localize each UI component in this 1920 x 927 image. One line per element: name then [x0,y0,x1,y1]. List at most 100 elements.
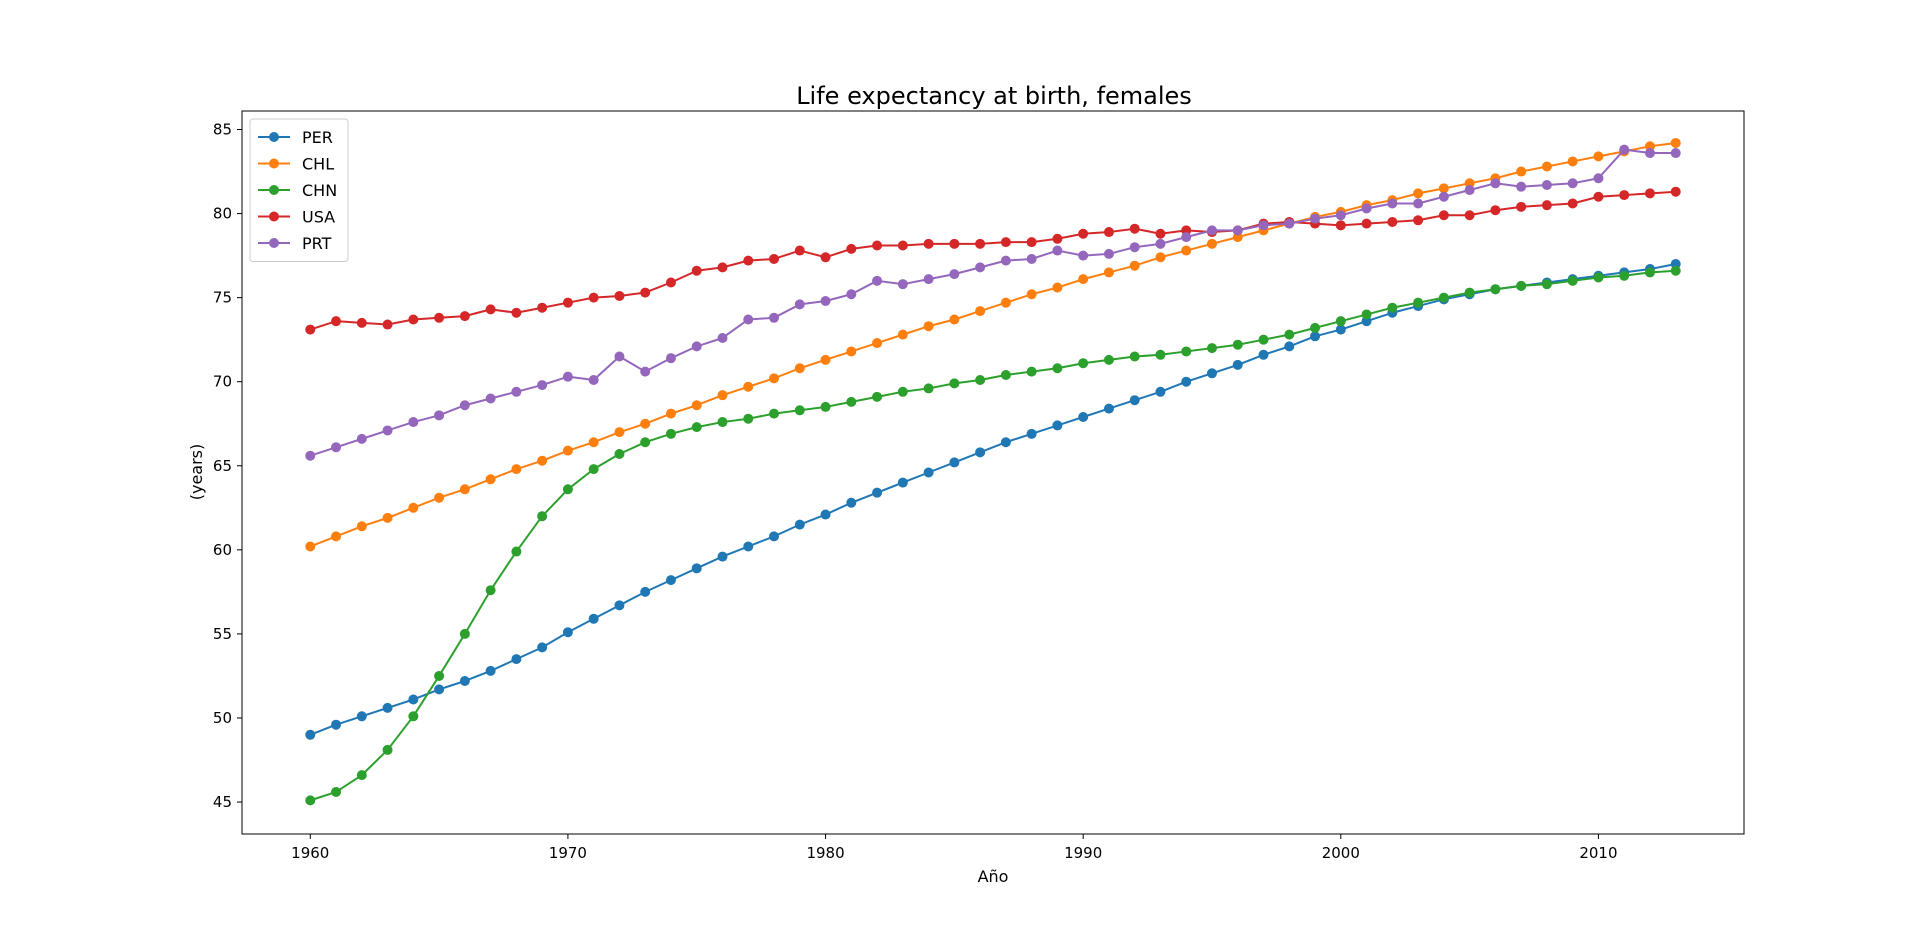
data-point [1567,156,1578,167]
series-chl [305,137,1681,552]
data-point [923,383,934,394]
data-point [923,467,934,478]
data-point [382,702,393,713]
data-point [1103,267,1114,278]
legend-swatch-marker [269,238,279,248]
data-point [1129,395,1140,406]
data-point [588,437,599,448]
data-point [1284,341,1295,352]
data-point [1000,255,1011,266]
data-point [1644,148,1655,159]
legend: PER CHL CHN USA PRT [249,118,349,262]
data-point [1490,205,1501,216]
data-point [305,541,316,552]
data-point [897,240,908,251]
data-point [408,711,419,722]
data-point [1206,225,1217,236]
data-point [1181,346,1192,357]
data-point [665,575,676,586]
data-point [1541,179,1552,190]
data-point [331,719,342,730]
data-point [1464,287,1475,298]
data-point [975,306,986,317]
data-point [382,512,393,523]
legend-label: CHL [302,155,334,174]
data-point [872,487,883,498]
data-point [459,311,470,322]
data-point [640,287,651,298]
data-point [794,363,805,374]
data-point [434,410,445,421]
data-point [434,492,445,503]
series-chn [305,265,1681,806]
data-point [588,375,599,386]
data-point [434,312,445,323]
data-point [769,312,780,323]
y-tick-label: 70 [213,373,232,391]
series-prt [305,144,1681,461]
data-point [562,371,573,382]
data-point [743,541,754,552]
data-point [820,296,831,306]
y-tick-label: 50 [213,709,232,727]
data-point [1258,220,1269,231]
data-point [665,277,676,288]
chart-title: Life expectancy at birth, females [796,82,1192,110]
data-point [1413,215,1424,226]
data-point [923,238,934,249]
data-point [743,314,754,325]
data-point [1438,210,1449,221]
data-point [717,551,728,562]
data-point [1670,265,1681,276]
data-point [305,729,316,740]
data-point [1567,178,1578,189]
data-point [511,386,522,397]
data-point [717,390,728,401]
data-point [305,450,316,461]
data-point [949,378,960,389]
data-point [1078,228,1089,239]
data-point [459,484,470,495]
y-tick-label: 80 [213,205,232,223]
data-point [1567,275,1578,286]
data-point [1103,248,1114,259]
data-point [537,380,548,391]
series-line [309,269,1676,802]
data-point [1619,144,1630,155]
data-point [356,317,367,328]
data-point [434,684,445,695]
data-point [769,253,780,264]
data-point [382,425,393,436]
data-point [846,497,857,508]
data-point [1464,210,1475,221]
data-point [975,375,986,386]
data-point [1670,186,1681,197]
legend-box [249,118,349,262]
data-point [717,332,728,343]
data-point [897,477,908,488]
legend-item-chl: CHL [258,155,334,174]
data-point [872,338,883,349]
data-point [1413,297,1424,308]
data-point [1619,190,1630,201]
data-point [1026,428,1037,439]
data-point [408,314,419,325]
data-point [305,324,316,335]
y-tick-label: 75 [213,289,232,307]
data-point [820,252,831,263]
series-usa [305,186,1681,335]
data-point [1155,349,1166,360]
data-point [1103,403,1114,414]
y-axis-label: (years) [187,444,206,501]
data-point [820,401,831,412]
x-tick-label: 2010 [1579,844,1617,862]
data-point [511,654,522,665]
data-point [434,670,445,681]
data-point [1387,302,1398,313]
data-point [1129,223,1140,234]
data-point [562,627,573,638]
data-point [1670,137,1681,148]
data-point [640,366,651,377]
data-point [614,290,625,301]
data-point [743,255,754,266]
